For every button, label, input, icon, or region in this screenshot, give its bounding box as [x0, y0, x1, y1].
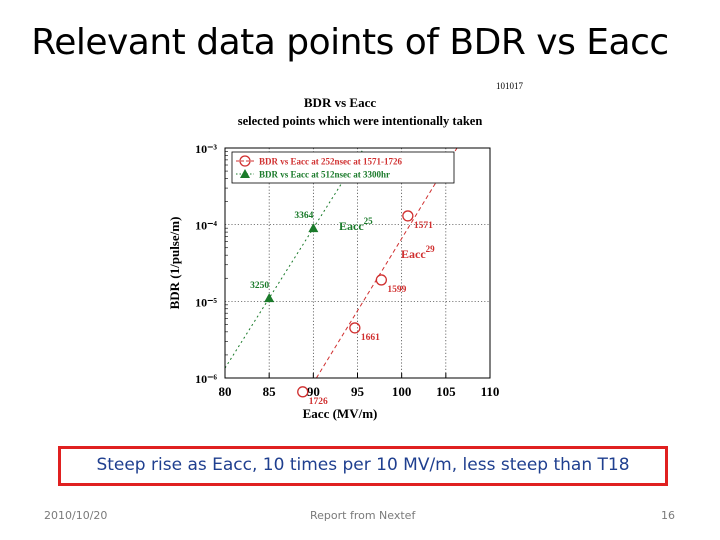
x-tick-label: 90 [307, 384, 320, 399]
y-tick-label: 10⁻³ [195, 142, 217, 156]
legend-entry: BDR vs Eacc at 252nsec at 1571-1726 [259, 157, 402, 167]
figure-id: 101017 [496, 81, 524, 91]
y-tick-label: 10⁻⁶ [195, 372, 217, 386]
y-tick-label: 10⁻⁵ [195, 295, 217, 309]
footer-source: Report from Nextef [310, 509, 416, 522]
fit-annotation-red: Eacc29 [401, 244, 435, 261]
legend-marker [239, 155, 251, 167]
x-tick-label: 85 [263, 384, 277, 399]
data-point-triangle [308, 223, 319, 233]
bdr-vs-eacc-chart: 80 85 90 95 100 105 110 10⁻³ 10⁻⁴ 10⁻⁵ 10⁻⁶ 1726 16… [167, 81, 524, 421]
chart-subtitle: selected points which were intentionally… [238, 114, 483, 128]
legend-entry: BDR vs Eacc at 512nsec at 3300hr [259, 170, 390, 180]
x-tick-label: 100 [392, 384, 412, 399]
legend-marker [240, 169, 250, 178]
data-point-circle [349, 322, 361, 334]
data-point-triangle [264, 293, 275, 303]
point-label: 1661 [361, 333, 380, 343]
data-point-circle [375, 274, 388, 286]
x-tick-label: 105 [436, 384, 456, 399]
x-axis-label: Eacc (MV/m) [303, 406, 378, 421]
data-point-circle [297, 386, 309, 398]
caption-box: Steep rise as Eacc, 10 times per 10 MV/m… [58, 446, 668, 486]
page-number: 16 [661, 509, 675, 522]
caption-text: Steep rise as Eacc, 10 times per 10 MV/m… [96, 455, 630, 475]
x-tick-label: 80 [219, 384, 232, 399]
x-tick-label: 95 [351, 384, 365, 399]
footer-date: 2010/10/20 [44, 509, 108, 522]
fit-line-red [315, 147, 458, 379]
x-tick-label: 110 [481, 384, 500, 399]
y-tick-label: 10⁻⁴ [195, 219, 217, 233]
fit-line-green [224, 147, 365, 369]
slide-title: Relevant data points of BDR vs Eacc [31, 22, 669, 63]
point-label: 1571 [414, 221, 433, 231]
legend-box [231, 151, 455, 184]
point-label: 1599 [387, 285, 406, 295]
point-label: 1726 [309, 397, 328, 407]
point-label: 3364 [294, 211, 313, 221]
point-label: 3250 [250, 281, 269, 291]
y-axis-label: BDR (1/pulse/m) [167, 217, 182, 310]
data-point-circle [402, 210, 414, 222]
chart-title: BDR vs Eacc [304, 95, 376, 110]
fit-annotation-green: Eacc25 [339, 216, 373, 233]
